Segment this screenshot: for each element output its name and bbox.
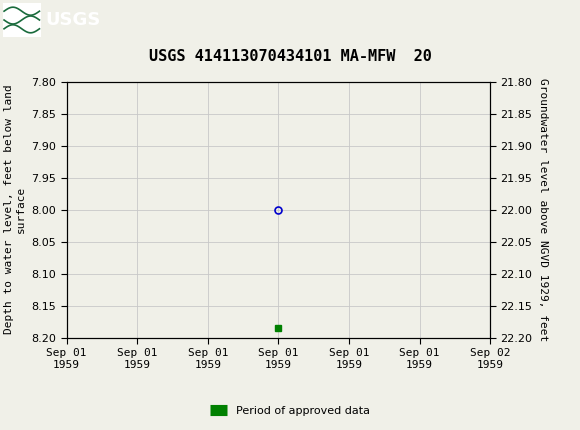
Text: USGS: USGS <box>45 11 100 29</box>
Text: USGS 414113070434101 MA-MFW  20: USGS 414113070434101 MA-MFW 20 <box>148 49 432 64</box>
Legend: Period of approved data: Period of approved data <box>206 401 374 420</box>
Y-axis label: Groundwater level above NGVD 1929, feet: Groundwater level above NGVD 1929, feet <box>538 78 548 341</box>
Bar <box>3 3 41 37</box>
Y-axis label: Depth to water level, feet below land
surface: Depth to water level, feet below land su… <box>4 85 26 335</box>
